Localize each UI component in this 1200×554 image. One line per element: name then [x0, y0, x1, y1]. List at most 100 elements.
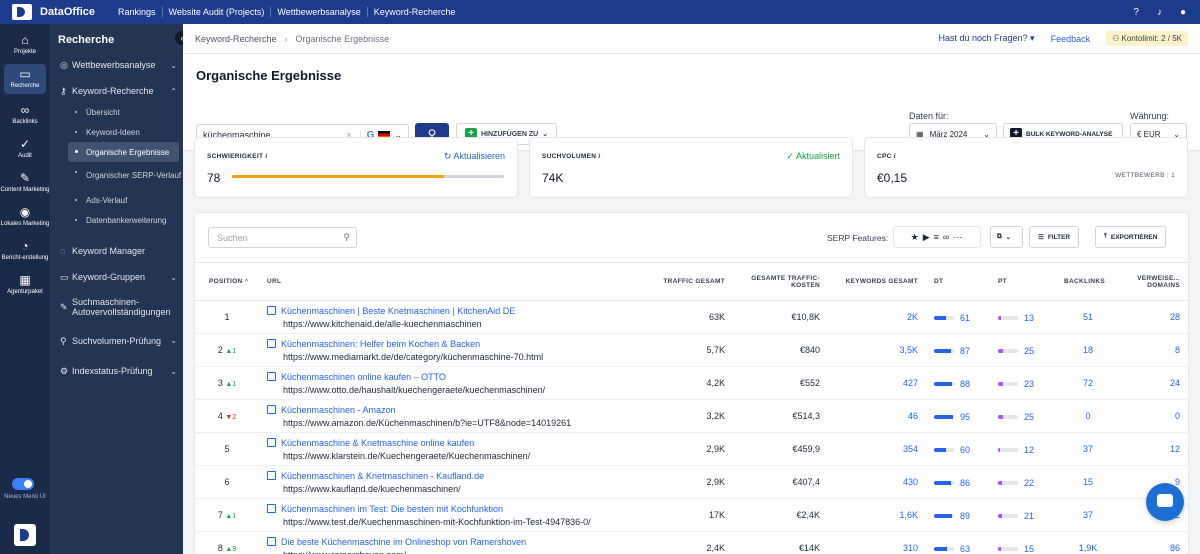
result-url[interactable]: https://www.otto.de/haushalt/kuechengera…	[283, 384, 546, 395]
table-search-input[interactable]: Suchen ⚲	[208, 227, 357, 248]
bell-icon[interactable]: ♪	[1156, 6, 1162, 18]
cell-keywords[interactable]: 1,6K	[828, 498, 926, 532]
dt-value[interactable]: 86	[960, 477, 971, 488]
cell-referring-domains[interactable]: 86	[1120, 531, 1188, 554]
col-position[interactable]: POSITION ^	[195, 262, 259, 301]
dt-value[interactable]: 63	[960, 543, 971, 554]
pt-value[interactable]: 21	[1024, 510, 1035, 521]
col-backlinks[interactable]: BACKLINKS	[1056, 262, 1120, 301]
dt-value[interactable]: 60	[960, 444, 971, 455]
col-traffic-cost[interactable]: GESAMTE TRAFFIC-KOSTEN	[733, 262, 828, 301]
info-icon[interactable]: i	[893, 153, 896, 160]
pt-value[interactable]: 12	[1024, 444, 1035, 455]
sidebar-sub-keyword-ideen[interactable]: Keyword-Ideen	[50, 122, 183, 142]
pt-value[interactable]: 25	[1024, 345, 1035, 356]
rail-lokales-marketing[interactable]: ◉ Lokales Marketing	[0, 204, 50, 230]
sidebar-item-suchvolumen[interactable]: ⚲ Suchvolumen-Prüfung ⌄	[50, 324, 183, 358]
result-url[interactable]: https://www.test.de/Kuechenmaschinen-mit…	[283, 516, 591, 527]
pt-value[interactable]: 23	[1024, 378, 1035, 389]
result-title-link[interactable]: Küchenmaschinen im Test: Die besten mit …	[267, 504, 631, 514]
dt-value[interactable]: 88	[960, 378, 971, 389]
result-url[interactable]: https://www.kaufland.de/kuechenmaschinen…	[283, 483, 461, 494]
export-button[interactable]: ⤒ EXPORTIEREN	[1095, 226, 1167, 248]
dt-value[interactable]: 89	[960, 510, 971, 521]
sidebar-item-keyword-recherche[interactable]: ⚷ Keyword-Recherche ⌃	[50, 80, 183, 102]
col-referring-domains[interactable]: VERWEISE... DOMAINS	[1120, 262, 1188, 301]
footer-logo-icon[interactable]	[14, 524, 36, 546]
breadcrumb-parent[interactable]: Keyword-Recherche	[195, 33, 277, 44]
result-title-link[interactable]: Küchenmaschinen - Amazon	[267, 405, 631, 415]
cell-keywords[interactable]: 354	[828, 432, 926, 466]
dt-value[interactable]: 95	[960, 411, 971, 422]
cell-keywords[interactable]: 3,5K	[828, 333, 926, 367]
pt-value[interactable]: 25	[1024, 411, 1035, 422]
new-menu-toggle[interactable]	[12, 478, 34, 490]
cell-backlinks[interactable]: 1,9K	[1056, 531, 1120, 554]
cell-keywords[interactable]: 430	[828, 465, 926, 499]
cell-keywords[interactable]: 427	[828, 366, 926, 400]
rail-agenturpaket[interactable]: ▦ Agenturpaket	[0, 272, 50, 298]
user-icon[interactable]: ●	[1179, 6, 1186, 18]
sidebar-sub-organische-ergebnisse[interactable]: Organische Ergebnisse	[68, 142, 179, 162]
rail-recherche[interactable]: ▭ Recherche	[4, 64, 46, 94]
cell-referring-domains[interactable]: 8	[1120, 333, 1188, 367]
clear-icon[interactable]: ×	[346, 130, 352, 140]
result-title-link[interactable]: Küchenmaschinen & Knetmaschinen - Kaufla…	[267, 471, 631, 481]
info-icon[interactable]: i	[265, 153, 268, 160]
result-title-link[interactable]: Küchenmaschine & Knetmaschine online kau…	[267, 438, 631, 448]
result-url[interactable]: https://www.klarstein.de/Kuechengeraete/…	[283, 450, 531, 461]
refresh-button[interactable]: ↻ Aktualisieren	[443, 151, 505, 161]
pt-value[interactable]: 22	[1024, 477, 1035, 488]
sidebar-sub-datenbankerweiterung[interactable]: Datenbankerweiterung	[50, 210, 183, 230]
cell-backlinks[interactable]: 51	[1056, 300, 1120, 334]
cell-referring-domains[interactable]: 24	[1120, 366, 1188, 400]
dt-value[interactable]: 87	[960, 345, 971, 356]
result-url[interactable]: https://www.amazon.de/Küchenmaschinen/b?…	[283, 417, 572, 428]
rail-backlinks[interactable]: ∞ Backlinks	[0, 102, 50, 128]
serp-features-icons[interactable]: ★ ▶ ≡ ∞ ⋯	[893, 226, 981, 248]
result-title-link[interactable]: Küchenmaschinen online kaufen – OTTO	[267, 372, 631, 382]
info-icon[interactable]: i	[598, 153, 601, 160]
col-pt[interactable]: PT	[990, 262, 1056, 301]
dt-value[interactable]: 61	[960, 312, 971, 323]
topnav-keyword-recherche[interactable]: Keyword-Recherche	[366, 7, 462, 17]
cell-backlinks[interactable]: 18	[1056, 333, 1120, 367]
app-logo[interactable]: DataOffice	[0, 4, 112, 20]
cell-keywords[interactable]: 2K	[828, 300, 926, 334]
cell-referring-domains[interactable]: 0	[1120, 399, 1188, 433]
result-url[interactable]: https://www.mediamarkt.de/de/category/kü…	[283, 351, 544, 362]
cell-keywords[interactable]: 310	[828, 531, 926, 554]
rail-berichterstellung[interactable]: ◔ Bericht-erstellung	[0, 238, 50, 264]
account-limit-badge[interactable]: ⚇ Kontolimit: 2 / 5K	[1106, 31, 1188, 46]
sidebar-sub-ads-verlauf[interactable]: Ads-Verlauf	[50, 190, 183, 210]
sidebar-sub-uebersicht[interactable]: Übersicht	[50, 102, 183, 122]
col-keywords[interactable]: KEYWORDS GESAMT	[828, 262, 926, 301]
result-title-link[interactable]: Die beste Küchenmaschine im Onlineshop v…	[267, 537, 631, 547]
topnav-website-audit[interactable]: Website Audit (Projects)	[161, 7, 271, 17]
col-dt[interactable]: DT	[926, 262, 990, 301]
sidebar-item-keyword-gruppen[interactable]: ▭ Keyword-Gruppen ⌄	[50, 264, 183, 290]
col-traffic[interactable]: TRAFFIC GESAMT	[639, 262, 733, 301]
sidebar-item-keyword-manager[interactable]: ◌ Keyword Manager	[50, 238, 183, 264]
cell-backlinks[interactable]: 37	[1056, 432, 1120, 466]
rail-projekte[interactable]: ⌂ Projekte	[0, 32, 50, 58]
cell-referring-domains[interactable]: 28	[1120, 300, 1188, 334]
filter-button[interactable]: ☰ FILTER	[1029, 226, 1080, 248]
cell-backlinks[interactable]: 72	[1056, 366, 1120, 400]
sidebar-item-wettbewerbsanalyse[interactable]: ◎ Wettbewerbsanalyse ⌄	[50, 54, 183, 76]
result-url[interactable]: https://www.ramershoven.com/	[283, 550, 631, 554]
sidebar-sub-serp-verlauf[interactable]: Organischer SERP-Verlauf	[50, 162, 183, 190]
chat-button[interactable]	[1146, 483, 1184, 521]
rail-audit[interactable]: ✓ Audit	[0, 136, 50, 162]
columns-button[interactable]: ⧉ ⌄	[990, 226, 1023, 248]
cell-backlinks[interactable]: 15	[1056, 465, 1120, 499]
result-title-link[interactable]: Küchenmaschinen: Helfer beim Kochen & Ba…	[267, 339, 631, 349]
topnav-rankings[interactable]: Rankings	[118, 7, 156, 17]
result-title-link[interactable]: Küchenmaschinen | Beste Knetmaschinen | …	[267, 306, 631, 316]
pt-value[interactable]: 13	[1024, 312, 1035, 323]
rail-content-marketing[interactable]: ✎ Content Marketing	[0, 170, 50, 196]
topnav-wettbewerbsanalyse[interactable]: Wettbewerbsanalyse	[270, 7, 366, 17]
questions-dropdown[interactable]: Hast du noch Fragen? ▾	[938, 33, 1035, 43]
help-icon[interactable]: ?	[1133, 6, 1139, 18]
cell-backlinks[interactable]: 0	[1056, 399, 1120, 433]
